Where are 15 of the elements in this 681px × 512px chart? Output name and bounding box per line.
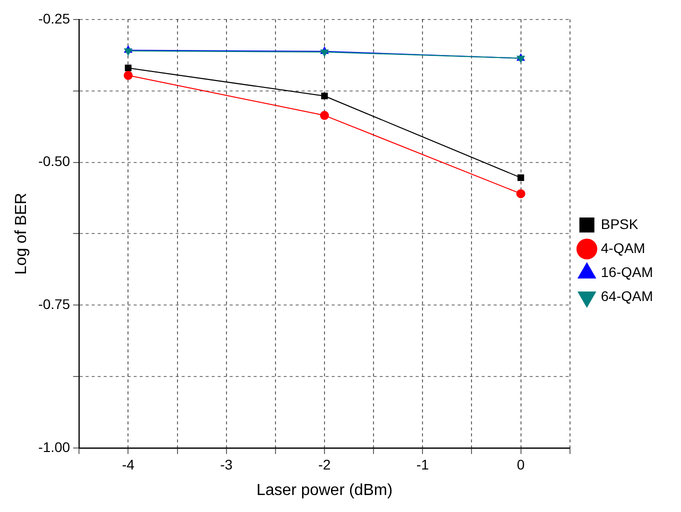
y-tick-label: -0.50 <box>38 153 70 170</box>
legend-label: 64-QAM <box>600 288 653 304</box>
y-axis-title: Log of BER <box>13 192 30 275</box>
y-tick-label: -0.75 <box>38 296 70 312</box>
y-tick-label: -1.00 <box>38 438 70 455</box>
legend-label: 4-QAM <box>600 240 646 256</box>
x-tick-label: -4 <box>122 456 135 472</box>
legend-label: 16-QAM <box>600 264 653 280</box>
x-tick-label: -1 <box>416 456 430 472</box>
y-tick-label: -0.25 <box>38 10 70 26</box>
x-tick-label: -2 <box>318 456 331 472</box>
x-axis-title: Laser power (dBm) <box>256 482 393 499</box>
x-tick-label: 0 <box>516 456 525 472</box>
legend-label: BPSK <box>600 216 639 232</box>
x-tick-label: -3 <box>220 456 233 472</box>
